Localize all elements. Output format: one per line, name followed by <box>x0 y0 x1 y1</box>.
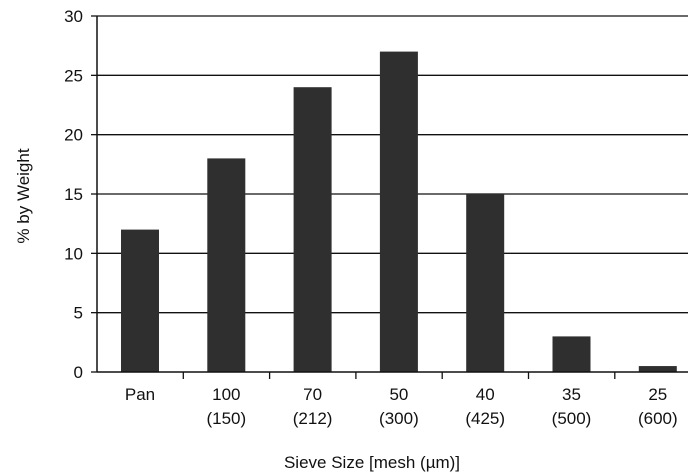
y-tick-label: 0 <box>74 363 83 382</box>
x-tick-label: 35 (500) <box>552 385 592 428</box>
y-axis-title: % by Weight <box>14 148 33 243</box>
bar <box>466 194 505 372</box>
x-tick-label: 50 (300) <box>379 385 419 428</box>
y-tick-label: 5 <box>74 304 83 323</box>
y-tick-label: 30 <box>64 7 83 26</box>
bar <box>207 158 246 372</box>
y-tick-label: 25 <box>64 66 83 85</box>
x-tick-label: 70 (212) <box>293 385 333 428</box>
y-tick-label: 15 <box>64 185 83 204</box>
x-tick-label: 100 (150) <box>206 385 246 428</box>
bar <box>638 366 677 372</box>
x-tick-label: 25 (600) <box>638 385 678 428</box>
bar <box>121 229 159 372</box>
bar <box>552 336 591 372</box>
bar <box>293 87 332 372</box>
tick-labels: 0 5 10 15 20 25 30 Pan 100 (150) 70 (212) 50 (300) 40(… <box>64 7 678 428</box>
x-tick-label: Pan <box>125 385 155 404</box>
y-tick-label: 20 <box>64 126 83 145</box>
x-tick-label: 40 (425) <box>465 385 505 428</box>
y-tick-label: 10 <box>64 244 83 263</box>
x-axis-title: Sieve Size [mesh (µm)] <box>284 453 460 472</box>
bar <box>379 51 418 372</box>
bars <box>121 51 677 372</box>
axes <box>91 15 688 379</box>
